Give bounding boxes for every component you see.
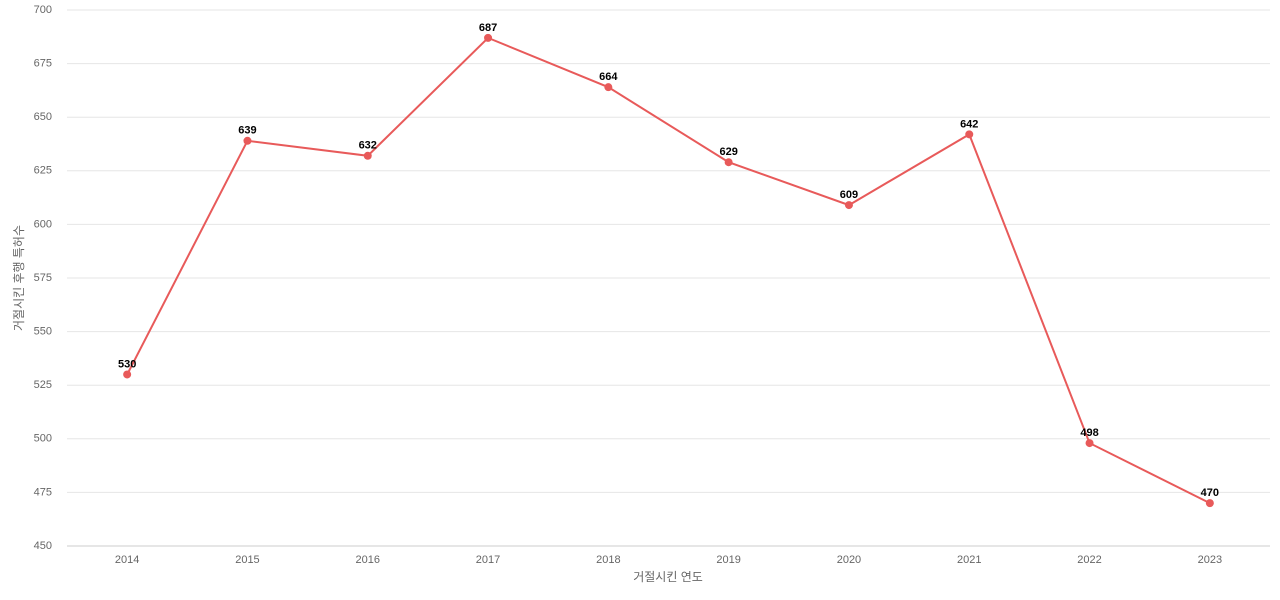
data-label: 639 bbox=[238, 125, 256, 137]
x-tick-label: 2021 bbox=[957, 554, 981, 566]
x-tick-label: 2023 bbox=[1198, 554, 1222, 566]
x-tick-label: 2019 bbox=[716, 554, 740, 566]
data-label: 498 bbox=[1080, 427, 1098, 439]
data-label: 470 bbox=[1201, 487, 1219, 499]
y-tick-label: 575 bbox=[34, 272, 52, 284]
point bbox=[123, 370, 132, 379]
point bbox=[1085, 439, 1094, 448]
y-tick-label: 500 bbox=[34, 433, 52, 445]
point bbox=[363, 151, 372, 160]
y-tick-label: 525 bbox=[34, 379, 52, 391]
y-axis-title: 거절시킨 후행 특허수 bbox=[11, 225, 26, 331]
x-tick-label: 2017 bbox=[476, 554, 500, 566]
y-tick-label: 675 bbox=[34, 58, 52, 70]
point bbox=[484, 33, 493, 42]
point bbox=[1205, 499, 1214, 508]
y-tick-label: 450 bbox=[34, 540, 52, 552]
data-label: 642 bbox=[960, 118, 978, 130]
data-label: 664 bbox=[599, 71, 618, 83]
x-tick-label: 2020 bbox=[837, 554, 861, 566]
point bbox=[604, 83, 613, 92]
y-tick-label: 550 bbox=[34, 326, 52, 338]
x-tick-label: 2016 bbox=[356, 554, 380, 566]
x-tick-label: 2015 bbox=[235, 554, 259, 566]
data-label: 687 bbox=[479, 22, 497, 34]
data-label: 632 bbox=[359, 140, 377, 152]
point bbox=[844, 201, 853, 210]
data-label: 530 bbox=[118, 358, 136, 370]
point bbox=[965, 130, 974, 139]
y-tick-label: 600 bbox=[34, 218, 52, 230]
x-axis-title: 거절시킨 연도 bbox=[633, 570, 703, 584]
x-tick-label: 2018 bbox=[596, 554, 620, 566]
x-tick-label: 2014 bbox=[115, 554, 139, 566]
y-tick-label: 650 bbox=[34, 111, 52, 123]
data-label: 609 bbox=[840, 189, 858, 201]
data-label: 629 bbox=[719, 146, 737, 158]
y-tick-label: 700 bbox=[34, 4, 52, 16]
x-tick-label: 2022 bbox=[1077, 554, 1101, 566]
y-tick-label: 625 bbox=[34, 165, 52, 177]
point bbox=[243, 136, 252, 145]
line bbox=[126, 36, 1211, 505]
point bbox=[724, 158, 733, 167]
y-tick-label: 475 bbox=[34, 486, 52, 498]
